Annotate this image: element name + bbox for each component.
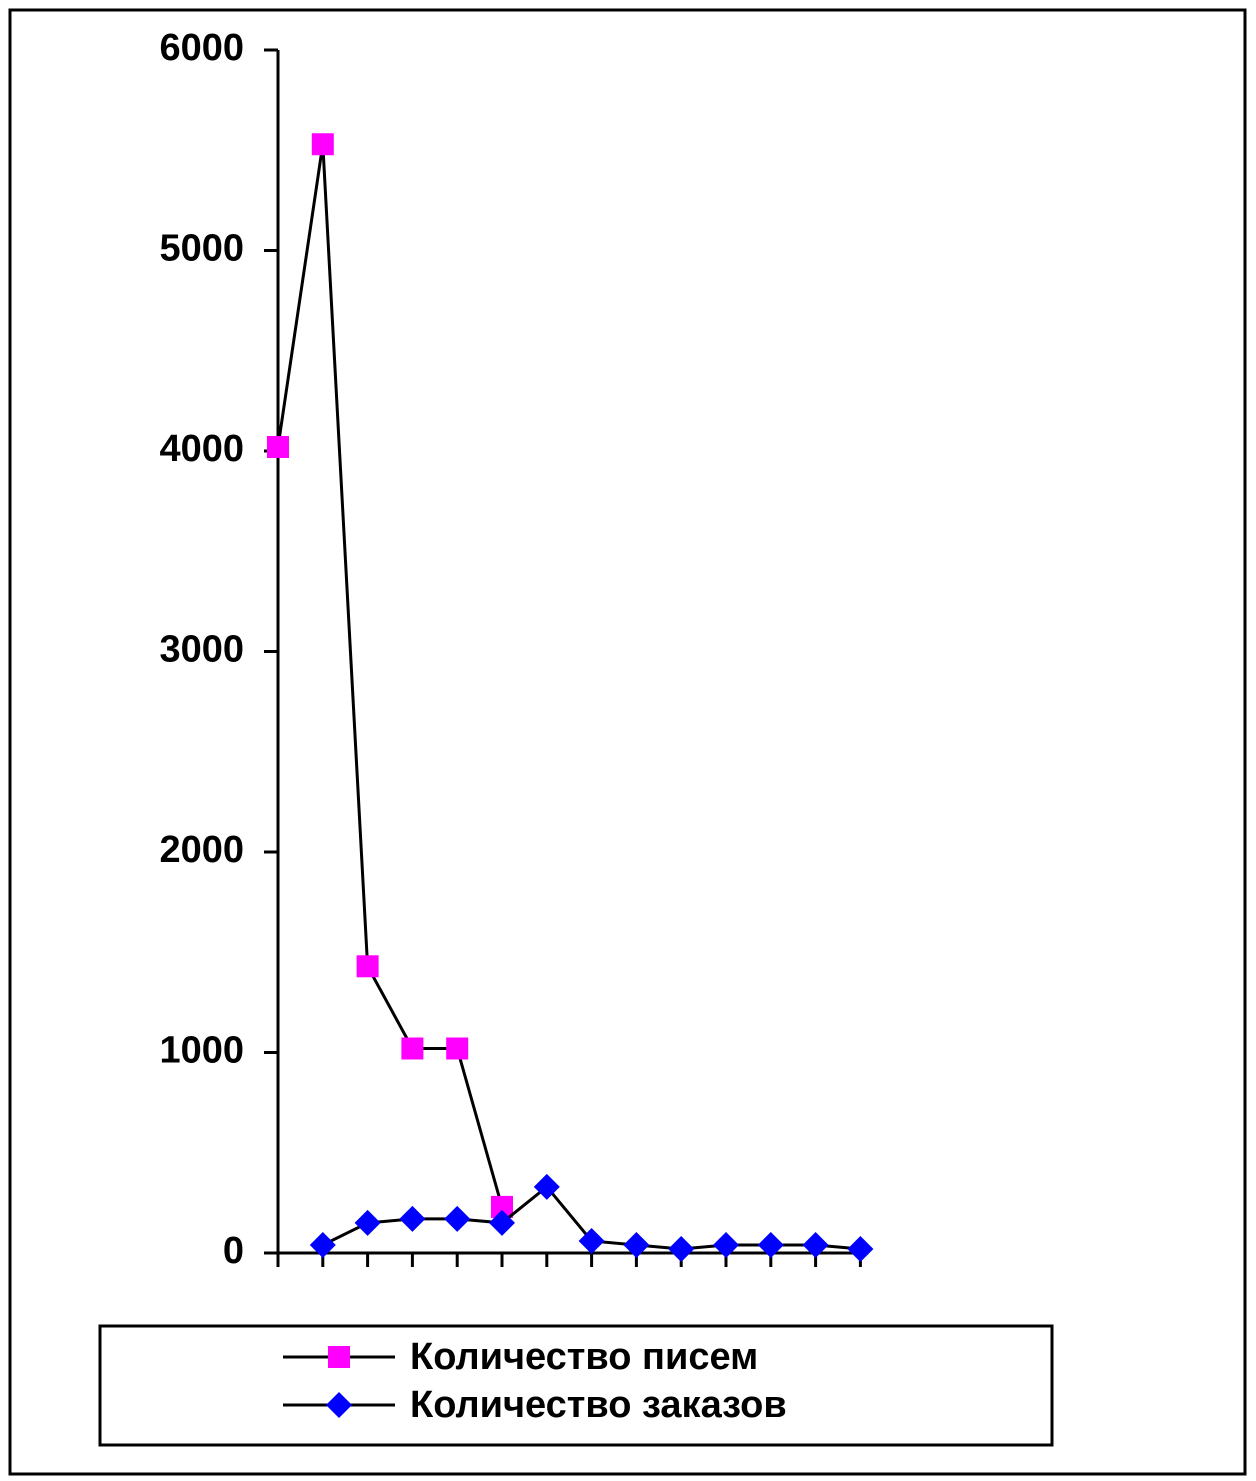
- y-tick-label: 0: [223, 1230, 244, 1272]
- data-point: [446, 1037, 469, 1060]
- data-point: [399, 1205, 426, 1232]
- y-tick-label: 5000: [159, 228, 244, 270]
- data-point: [533, 1173, 560, 1200]
- y-tick-label: 2000: [159, 829, 244, 871]
- data-point: [354, 1209, 381, 1236]
- data-point: [578, 1227, 605, 1254]
- data-point: [668, 1235, 695, 1262]
- data-point: [311, 133, 334, 156]
- y-tick-label: 1000: [159, 1030, 244, 1072]
- data-point: [757, 1231, 784, 1258]
- data-point: [847, 1235, 874, 1262]
- series-line: [276, 144, 504, 1208]
- data-point: [309, 1231, 336, 1258]
- y-tick-label: 6000: [159, 27, 244, 69]
- legend-marker: [328, 1346, 350, 1368]
- legend-marker: [326, 1392, 352, 1418]
- legend-label: Количество заказов: [410, 1384, 787, 1426]
- data-point: [491, 1195, 513, 1218]
- data-point: [623, 1231, 650, 1258]
- legend-label: Количество писем: [410, 1336, 758, 1378]
- data-point: [267, 435, 289, 458]
- data-point: [713, 1231, 739, 1258]
- data-point: [802, 1231, 829, 1258]
- data-point: [489, 1209, 515, 1236]
- legend-box: [98, 1324, 1054, 1447]
- y-tick-label: 4000: [159, 428, 244, 470]
- y-tick-label: 3000: [159, 629, 244, 671]
- data-point: [356, 955, 379, 978]
- data-point: [401, 1037, 424, 1060]
- chart-border: [8, 8, 1247, 1476]
- data-point: [444, 1205, 471, 1232]
